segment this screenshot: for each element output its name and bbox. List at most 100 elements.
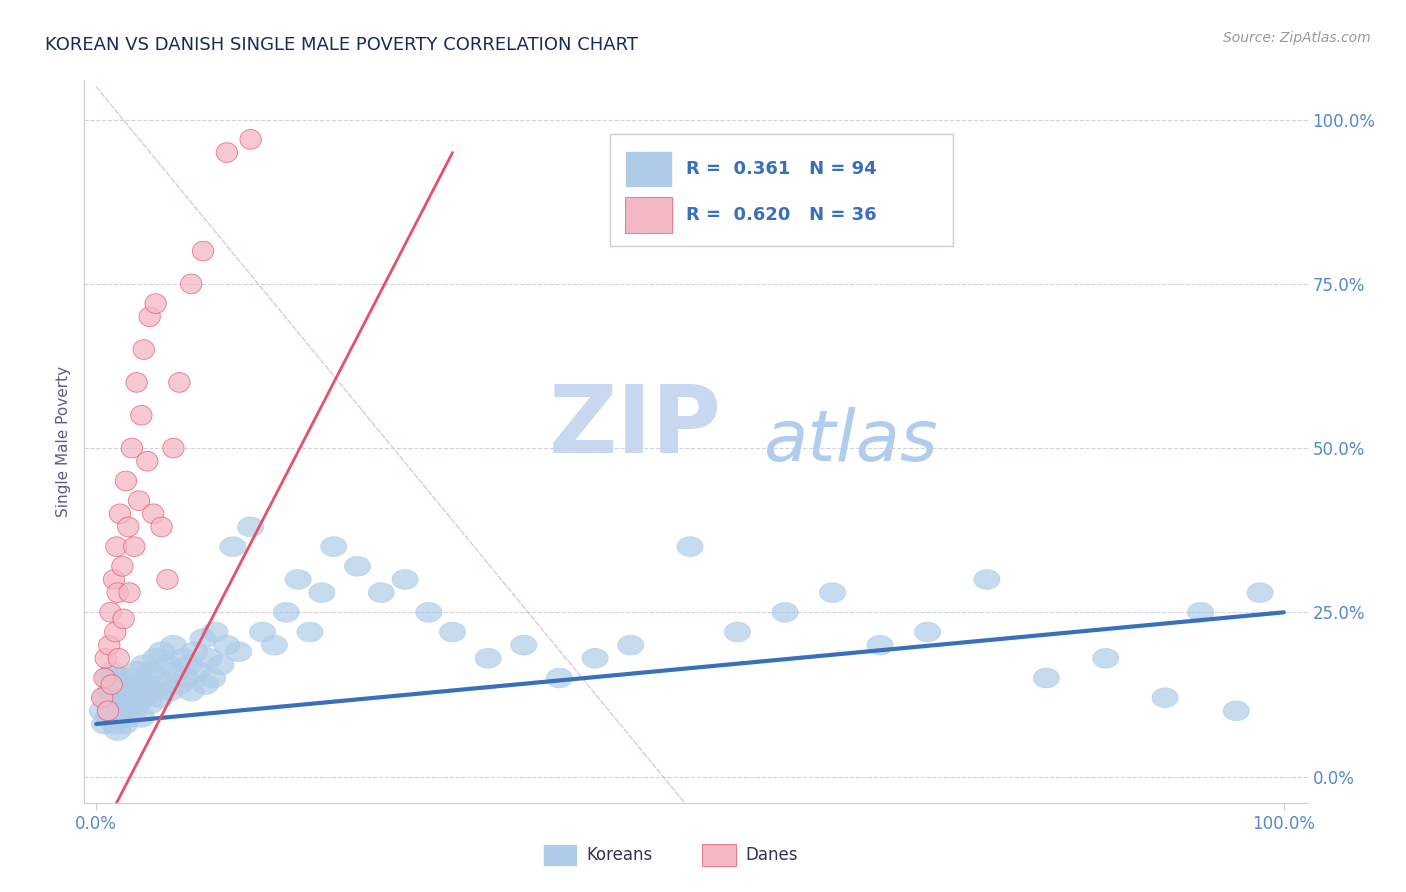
Ellipse shape [128, 707, 155, 727]
Ellipse shape [440, 623, 465, 642]
Ellipse shape [392, 570, 418, 590]
Ellipse shape [120, 701, 146, 721]
Ellipse shape [121, 438, 142, 458]
Ellipse shape [285, 570, 311, 590]
Ellipse shape [724, 623, 751, 642]
Ellipse shape [98, 635, 120, 655]
Ellipse shape [96, 707, 121, 727]
Ellipse shape [416, 602, 441, 623]
Text: KOREAN VS DANISH SINGLE MALE POVERTY CORRELATION CHART: KOREAN VS DANISH SINGLE MALE POVERTY COR… [45, 36, 638, 54]
Text: atlas: atlas [763, 407, 938, 476]
Ellipse shape [1092, 648, 1119, 668]
Ellipse shape [157, 681, 183, 701]
Ellipse shape [124, 537, 145, 557]
Ellipse shape [145, 293, 166, 313]
Ellipse shape [93, 688, 118, 707]
Ellipse shape [104, 701, 129, 721]
Bar [626, 151, 672, 187]
Ellipse shape [142, 504, 165, 524]
Ellipse shape [510, 635, 537, 655]
Ellipse shape [155, 655, 180, 674]
Ellipse shape [118, 582, 141, 602]
Ellipse shape [115, 707, 142, 727]
Ellipse shape [173, 668, 198, 688]
Ellipse shape [110, 701, 135, 721]
Ellipse shape [181, 642, 208, 662]
Ellipse shape [149, 642, 174, 662]
Ellipse shape [105, 537, 127, 557]
Ellipse shape [170, 648, 195, 668]
Ellipse shape [240, 129, 262, 149]
Ellipse shape [195, 648, 222, 668]
Ellipse shape [100, 602, 121, 623]
Ellipse shape [160, 635, 187, 655]
Text: Source: ZipAtlas.com: Source: ZipAtlas.com [1223, 31, 1371, 45]
Ellipse shape [148, 688, 173, 707]
Ellipse shape [103, 674, 128, 694]
Text: ZIP: ZIP [550, 381, 723, 473]
Ellipse shape [104, 721, 131, 740]
Ellipse shape [249, 623, 276, 642]
Ellipse shape [226, 642, 252, 662]
Ellipse shape [131, 405, 152, 425]
Ellipse shape [582, 648, 607, 668]
Ellipse shape [820, 582, 845, 602]
Ellipse shape [112, 681, 139, 701]
Ellipse shape [104, 623, 127, 642]
Ellipse shape [262, 635, 287, 655]
Ellipse shape [107, 707, 134, 727]
Ellipse shape [772, 602, 799, 623]
Ellipse shape [179, 681, 204, 701]
Ellipse shape [114, 694, 141, 714]
Ellipse shape [101, 714, 127, 734]
Text: Danes: Danes [745, 846, 797, 863]
Text: Koreans: Koreans [586, 846, 652, 863]
Ellipse shape [108, 688, 134, 707]
Ellipse shape [309, 582, 335, 602]
Ellipse shape [914, 623, 941, 642]
Ellipse shape [115, 471, 136, 491]
Ellipse shape [101, 674, 122, 694]
Ellipse shape [142, 648, 169, 668]
Ellipse shape [180, 274, 202, 293]
Bar [626, 197, 672, 234]
Ellipse shape [547, 668, 572, 688]
Ellipse shape [134, 340, 155, 359]
Ellipse shape [110, 504, 131, 524]
Ellipse shape [238, 517, 264, 537]
Ellipse shape [214, 635, 240, 655]
Ellipse shape [190, 629, 217, 648]
Ellipse shape [127, 373, 148, 392]
Ellipse shape [118, 688, 145, 707]
Ellipse shape [475, 648, 501, 668]
Ellipse shape [111, 557, 134, 576]
Ellipse shape [111, 714, 138, 734]
Ellipse shape [98, 694, 125, 714]
Ellipse shape [97, 701, 118, 721]
Ellipse shape [676, 537, 703, 557]
Ellipse shape [131, 655, 157, 674]
Ellipse shape [122, 674, 149, 694]
Ellipse shape [1152, 688, 1178, 707]
Ellipse shape [186, 662, 211, 681]
Ellipse shape [97, 681, 124, 701]
Ellipse shape [118, 517, 139, 537]
Ellipse shape [163, 662, 188, 681]
Ellipse shape [202, 623, 228, 642]
Ellipse shape [1247, 582, 1274, 602]
Ellipse shape [107, 668, 134, 688]
Ellipse shape [94, 668, 115, 688]
Ellipse shape [104, 570, 125, 590]
Ellipse shape [112, 609, 134, 629]
Ellipse shape [117, 668, 142, 688]
Ellipse shape [163, 438, 184, 458]
Ellipse shape [105, 694, 132, 714]
Ellipse shape [124, 694, 149, 714]
Ellipse shape [368, 582, 394, 602]
Ellipse shape [152, 674, 179, 694]
Ellipse shape [96, 648, 117, 668]
Ellipse shape [138, 662, 165, 681]
Ellipse shape [297, 623, 323, 642]
Ellipse shape [128, 491, 149, 510]
Text: R =  0.620   N = 36: R = 0.620 N = 36 [686, 206, 877, 225]
